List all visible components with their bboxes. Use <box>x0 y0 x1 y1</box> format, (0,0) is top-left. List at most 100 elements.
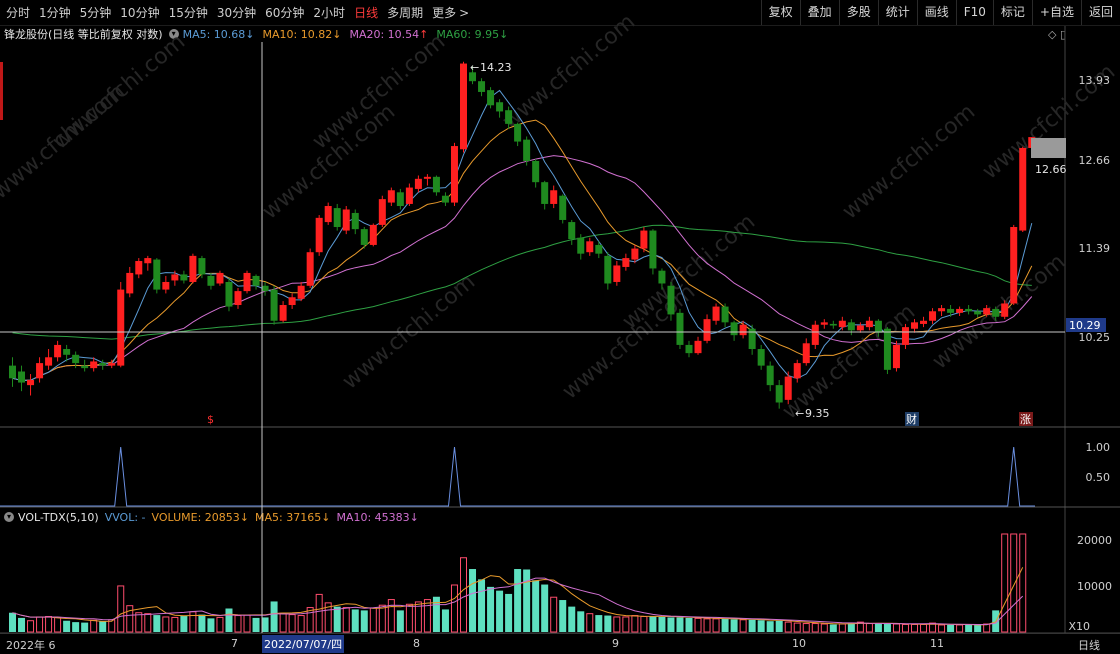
volume-bar-down <box>360 610 368 632</box>
candle-down <box>595 244 603 254</box>
ma10-arrow: ↓ <box>332 27 342 41</box>
volume-bar-down <box>965 624 973 632</box>
signal-path <box>0 446 1035 507</box>
tab-multi-period[interactable]: 多周期 <box>387 6 424 20</box>
volume-bar-up <box>739 619 747 633</box>
stock-title[interactable]: 锋龙股份(日线 等比前复权 对数) <box>4 28 163 41</box>
multi-stock-button[interactable]: 多股 <box>838 0 878 25</box>
volume-bar-down <box>829 624 837 632</box>
tab-60min[interactable]: 60分钟 <box>265 6 305 20</box>
f10-button[interactable]: F10 <box>955 0 993 25</box>
volume-bar-down <box>180 616 188 632</box>
volume-bar-down <box>559 600 567 632</box>
tab-daily[interactable]: 日线 <box>354 6 379 20</box>
panel-controls: ◇ ▯ <box>1048 28 1066 41</box>
candle-down <box>505 110 513 124</box>
volume-bar-down <box>577 611 585 632</box>
volume-bar-down <box>432 596 440 632</box>
vvol-label: VVOL: - <box>104 510 146 524</box>
candle-up <box>171 274 179 281</box>
indicator-tick: 0.50 <box>1086 471 1111 484</box>
volume-bar-up <box>369 607 377 633</box>
restore-rights-button[interactable]: 复权 <box>760 0 800 25</box>
candle-down <box>649 230 657 269</box>
limit-up-marker[interactable]: 涨 <box>1020 413 1031 426</box>
tab-1min[interactable]: 1分钟 <box>39 6 71 20</box>
finance-marker[interactable]: 财 <box>906 412 917 426</box>
candle-up <box>956 308 964 313</box>
last-price-box <box>1031 138 1066 158</box>
tab-2hour[interactable]: 2小时 <box>313 6 346 20</box>
volume-bar-down <box>351 609 359 632</box>
collapse-icon[interactable]: ▾ <box>4 512 14 522</box>
statistics-button[interactable]: 统计 <box>877 0 917 25</box>
collapse-icon[interactable]: ▾ <box>168 29 179 39</box>
dividend-marker[interactable]: $ <box>207 413 214 426</box>
candle-up <box>739 324 747 336</box>
ma10-path <box>12 119 1033 381</box>
mark-button[interactable]: 标记 <box>992 0 1032 25</box>
period-label[interactable]: 日线 <box>1078 639 1100 652</box>
candle-down <box>523 139 531 161</box>
candle-down <box>225 281 233 307</box>
volume-bar-down <box>514 569 522 632</box>
candle-up <box>243 272 251 292</box>
vol-indicator-name[interactable]: VOL-TDX(5,10) <box>18 510 99 524</box>
candle-up <box>784 376 792 400</box>
vol-ma10-arrow: ↓ <box>409 510 419 524</box>
candle-down <box>153 259 161 290</box>
overlay-button[interactable]: 叠加 <box>799 0 839 25</box>
finance-marker-bg <box>905 412 919 426</box>
volume-bar-up <box>956 624 964 633</box>
volume-bar-down <box>757 620 765 632</box>
volume-bar-down <box>541 584 549 632</box>
candle-down <box>965 308 973 312</box>
watermark-text: www.cfchi.com <box>48 29 190 154</box>
candle-down <box>577 237 585 254</box>
volume-bar-up <box>45 615 53 633</box>
volume-bar-down <box>18 617 26 632</box>
volume-bar-up <box>54 616 62 633</box>
candle-down <box>730 322 738 336</box>
tab-30min[interactable]: 30分钟 <box>216 6 257 20</box>
window-icon[interactable]: ▯ <box>1059 28 1066 41</box>
candle-up <box>90 361 98 369</box>
volume-unit: X10 <box>1068 620 1090 633</box>
volume-bar-up <box>315 593 323 633</box>
volume-bar-down <box>676 617 684 632</box>
candle-down <box>775 385 783 403</box>
candle-down <box>667 285 675 315</box>
candle-up <box>793 363 801 379</box>
volume-bar-down <box>568 606 576 632</box>
candle-up <box>460 63 467 150</box>
tab-more[interactable]: 更多 > <box>432 4 469 21</box>
candle-down <box>99 363 107 366</box>
candle-up <box>189 255 197 282</box>
volume-bar-down <box>523 569 531 632</box>
candle-down <box>261 285 269 292</box>
date-tick: 10 <box>792 637 806 650</box>
draw-line-button[interactable]: 画线 <box>916 0 956 25</box>
back-button[interactable]: 返回 <box>1080 0 1120 25</box>
volume-label: VOLUME: 20853↓ <box>152 511 249 524</box>
tab-5min[interactable]: 5分钟 <box>79 6 112 20</box>
volume-bar-up <box>613 616 621 633</box>
tab-10min[interactable]: 10分钟 <box>120 6 160 20</box>
volume-bar-up <box>216 616 224 633</box>
candle-up <box>144 258 152 264</box>
tab-15min[interactable]: 15分钟 <box>168 6 208 20</box>
volume-bar-up <box>1001 533 1009 633</box>
volume-bar-up <box>938 624 946 633</box>
candle-down <box>207 275 215 286</box>
volume-bar-up <box>279 612 287 633</box>
date-tick: 11 <box>930 637 944 650</box>
add-watchlist-button[interactable]: +自选 <box>1031 0 1081 25</box>
diamond-icon[interactable]: ◇ <box>1047 28 1057 41</box>
volume-bar-down <box>396 610 404 632</box>
ma10-label: MA10: 10.82↓ <box>263 28 342 41</box>
tab-fenshi[interactable]: 分时 <box>6 6 31 20</box>
ma20-value: MA20: 10.54 <box>349 27 420 41</box>
candle-down <box>478 81 486 92</box>
candle-up <box>387 190 395 203</box>
